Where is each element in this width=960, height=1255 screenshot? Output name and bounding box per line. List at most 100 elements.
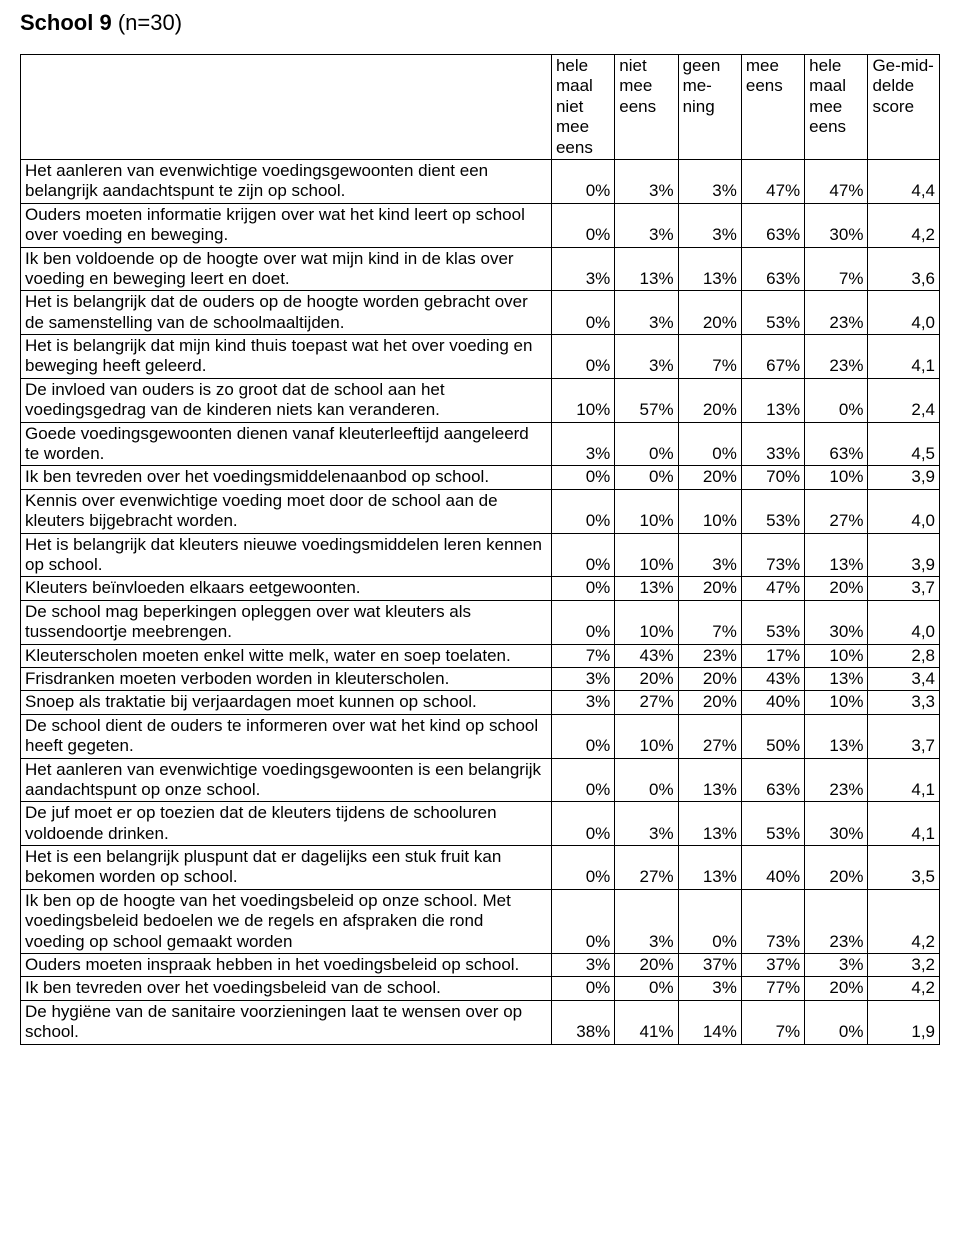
value-cell: 0% — [615, 466, 678, 489]
value-cell: 27% — [615, 846, 678, 890]
value-cell: 3% — [615, 203, 678, 247]
value-cell: 53% — [741, 802, 804, 846]
value-cell: 37% — [741, 954, 804, 977]
value-cell: 0% — [805, 1000, 868, 1044]
score-cell: 2,8 — [868, 644, 940, 667]
table-row: Het is belangrijk dat kleuters nieuwe vo… — [21, 533, 940, 577]
value-cell: 13% — [678, 758, 741, 802]
table-row: Ouders moeten inspraak hebben in het voe… — [21, 954, 940, 977]
table-row: De school dient de ouders te informeren … — [21, 714, 940, 758]
score-cell: 3,7 — [868, 714, 940, 758]
value-cell: 3% — [551, 691, 614, 714]
value-cell: 63% — [805, 422, 868, 466]
score-cell: 4,0 — [868, 291, 940, 335]
value-cell: 20% — [678, 291, 741, 335]
header-col-3: geen me-ning — [678, 55, 741, 160]
value-cell: 77% — [741, 977, 804, 1000]
value-cell: 27% — [678, 714, 741, 758]
value-cell: 30% — [805, 600, 868, 644]
table-row: Snoep als traktatie bij verjaardagen moe… — [21, 691, 940, 714]
value-cell: 3% — [615, 159, 678, 203]
page-title: School 9 (n=30) — [20, 10, 940, 36]
value-cell: 43% — [741, 667, 804, 690]
question-cell: Ouders moeten inspraak hebben in het voe… — [21, 954, 552, 977]
value-cell: 27% — [615, 691, 678, 714]
table-row: Ouders moeten informatie krijgen over wa… — [21, 203, 940, 247]
table-row: De school mag beperkingen opleggen over … — [21, 600, 940, 644]
value-cell: 0% — [551, 466, 614, 489]
score-cell: 3,2 — [868, 954, 940, 977]
value-cell: 7% — [678, 335, 741, 379]
value-cell: 10% — [805, 691, 868, 714]
header-empty — [21, 55, 552, 160]
value-cell: 0% — [551, 600, 614, 644]
score-cell: 4,2 — [868, 889, 940, 953]
value-cell: 3% — [678, 159, 741, 203]
value-cell: 47% — [805, 159, 868, 203]
value-cell: 0% — [551, 846, 614, 890]
question-cell: Goede voedingsgewoonten dienen vanaf kle… — [21, 422, 552, 466]
value-cell: 3% — [615, 291, 678, 335]
score-cell: 3,9 — [868, 466, 940, 489]
table-row: Kleuterscholen moeten enkel witte melk, … — [21, 644, 940, 667]
table-row: De invloed van ouders is zo groot dat de… — [21, 378, 940, 422]
value-cell: 43% — [615, 644, 678, 667]
score-cell: 3,7 — [868, 577, 940, 600]
survey-table: hele maal niet mee eens niet mee eens ge… — [20, 54, 940, 1045]
value-cell: 13% — [678, 802, 741, 846]
sample-size: (n=30) — [118, 10, 182, 35]
score-cell: 4,0 — [868, 600, 940, 644]
question-cell: Kleuters beïnvloeden elkaars eetgewoonte… — [21, 577, 552, 600]
score-cell: 4,5 — [868, 422, 940, 466]
header-row: hele maal niet mee eens niet mee eens ge… — [21, 55, 940, 160]
value-cell: 3% — [551, 247, 614, 291]
value-cell: 0% — [551, 335, 614, 379]
value-cell: 13% — [678, 247, 741, 291]
value-cell: 20% — [615, 954, 678, 977]
value-cell: 30% — [805, 203, 868, 247]
value-cell: 10% — [551, 378, 614, 422]
value-cell: 3% — [678, 533, 741, 577]
value-cell: 47% — [741, 159, 804, 203]
value-cell: 40% — [741, 691, 804, 714]
value-cell: 10% — [615, 714, 678, 758]
question-cell: Frisdranken moeten verboden worden in kl… — [21, 667, 552, 690]
table-row: Frisdranken moeten verboden worden in kl… — [21, 667, 940, 690]
value-cell: 30% — [805, 802, 868, 846]
score-cell: 4,2 — [868, 977, 940, 1000]
question-cell: De school mag beperkingen opleggen over … — [21, 600, 552, 644]
question-cell: De hygiëne van de sanitaire voorzieninge… — [21, 1000, 552, 1044]
value-cell: 0% — [805, 378, 868, 422]
value-cell: 0% — [678, 422, 741, 466]
question-cell: De invloed van ouders is zo groot dat de… — [21, 378, 552, 422]
value-cell: 0% — [678, 889, 741, 953]
question-cell: Kleuterscholen moeten enkel witte melk, … — [21, 644, 552, 667]
header-col-4: mee eens — [741, 55, 804, 160]
table-row: Kleuters beïnvloeden elkaars eetgewoonte… — [21, 577, 940, 600]
value-cell: 0% — [551, 489, 614, 533]
value-cell: 0% — [551, 159, 614, 203]
score-cell: 4,0 — [868, 489, 940, 533]
score-cell: 4,2 — [868, 203, 940, 247]
value-cell: 3% — [615, 802, 678, 846]
score-cell: 4,1 — [868, 335, 940, 379]
table-row: De hygiëne van de sanitaire voorzieninge… — [21, 1000, 940, 1044]
value-cell: 38% — [551, 1000, 614, 1044]
table-row: Het is belangrijk dat de ouders op de ho… — [21, 291, 940, 335]
table-row: Het is een belangrijk pluspunt dat er da… — [21, 846, 940, 890]
question-cell: De juf moet er op toezien dat de kleuter… — [21, 802, 552, 846]
value-cell: 3% — [551, 667, 614, 690]
question-cell: Kennis over evenwichtige voeding moet do… — [21, 489, 552, 533]
school-name: School 9 — [20, 10, 112, 35]
value-cell: 14% — [678, 1000, 741, 1044]
value-cell: 0% — [551, 758, 614, 802]
value-cell: 63% — [741, 758, 804, 802]
value-cell: 23% — [805, 335, 868, 379]
value-cell: 10% — [615, 533, 678, 577]
value-cell: 0% — [551, 577, 614, 600]
value-cell: 0% — [615, 977, 678, 1000]
value-cell: 20% — [615, 667, 678, 690]
value-cell: 53% — [741, 600, 804, 644]
table-row: Goede voedingsgewoonten dienen vanaf kle… — [21, 422, 940, 466]
value-cell: 20% — [805, 977, 868, 1000]
